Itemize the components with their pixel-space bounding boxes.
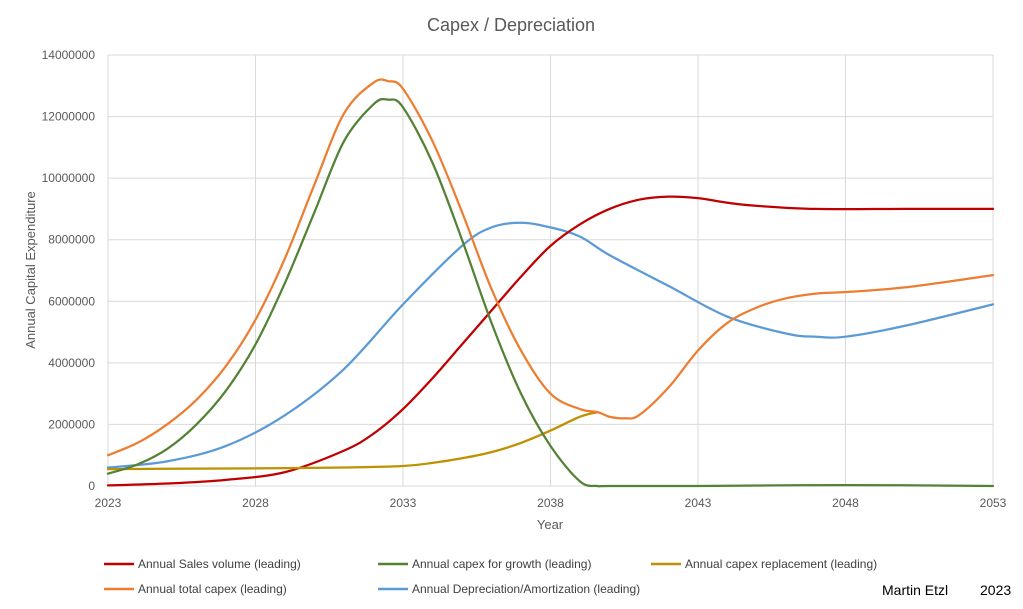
legend-item-total-capex: Annual total capex (leading): [104, 582, 287, 596]
credit-author: Martin Etzl: [882, 582, 948, 598]
y-axis-ticks: 0 2000000 4000000 6000000 8000000 10000000 120…: [42, 48, 96, 493]
series-line-sales-volume: [106, 195, 995, 487]
chart-title: Capex / Depreciation: [427, 15, 595, 35]
legend-label: Annual Sales volume (leading): [138, 557, 301, 571]
series-line-total-capex: [106, 78, 995, 457]
x-tick-label: 2043: [685, 496, 712, 510]
legend-label: Annual capex replacement (leading): [685, 557, 877, 571]
x-tick-label: 2033: [390, 496, 417, 510]
y-tick-label: 6000000: [48, 294, 95, 308]
legend-item-depreciation-amortization: Annual Depreciation/Amortization (leadin…: [378, 582, 640, 596]
y-tick-label: 2000000: [48, 417, 95, 431]
legend-item-sales-volume: Annual Sales volume (leading): [104, 557, 301, 571]
legend-label: Annual capex for growth (leading): [412, 557, 591, 571]
gridlines: [107, 54, 994, 487]
legend-label: Annual total capex (leading): [138, 582, 287, 596]
x-tick-label: 2023: [95, 496, 122, 510]
x-tick-label: 2028: [242, 496, 269, 510]
x-axis-ticks: 2023 2028 2033 2038 2043 2048 2053: [95, 496, 1007, 510]
y-tick-label: 12000000: [42, 110, 96, 124]
y-tick-label: 14000000: [42, 48, 96, 62]
x-tick-label: 2038: [537, 496, 564, 510]
x-tick-label: 2048: [832, 496, 859, 510]
legend: Annual Sales volume (leading) Annual cape…: [104, 557, 877, 596]
y-tick-label: 0: [88, 479, 95, 493]
legend-item-capex-growth: Annual capex for growth (leading): [378, 557, 591, 571]
y-tick-label: 10000000: [42, 171, 96, 185]
series-line-capex-replacement: [106, 410, 599, 471]
legend-label: Annual Depreciation/Amortization (leadin…: [412, 582, 640, 596]
x-tick-label: 2053: [980, 496, 1007, 510]
series-line-capex-growth: [106, 97, 995, 488]
y-tick-label: 4000000: [48, 356, 95, 370]
x-axis-label: Year: [537, 517, 564, 532]
y-axis-label: Annual Capital Expenditure: [23, 191, 38, 349]
y-tick-label: 8000000: [48, 233, 95, 247]
series-line-depreciation-amortization: [106, 221, 995, 469]
credit-year: 2023: [980, 582, 1011, 598]
series-lines: [106, 78, 995, 488]
legend-item-capex-replacement: Annual capex replacement (leading): [651, 557, 877, 571]
